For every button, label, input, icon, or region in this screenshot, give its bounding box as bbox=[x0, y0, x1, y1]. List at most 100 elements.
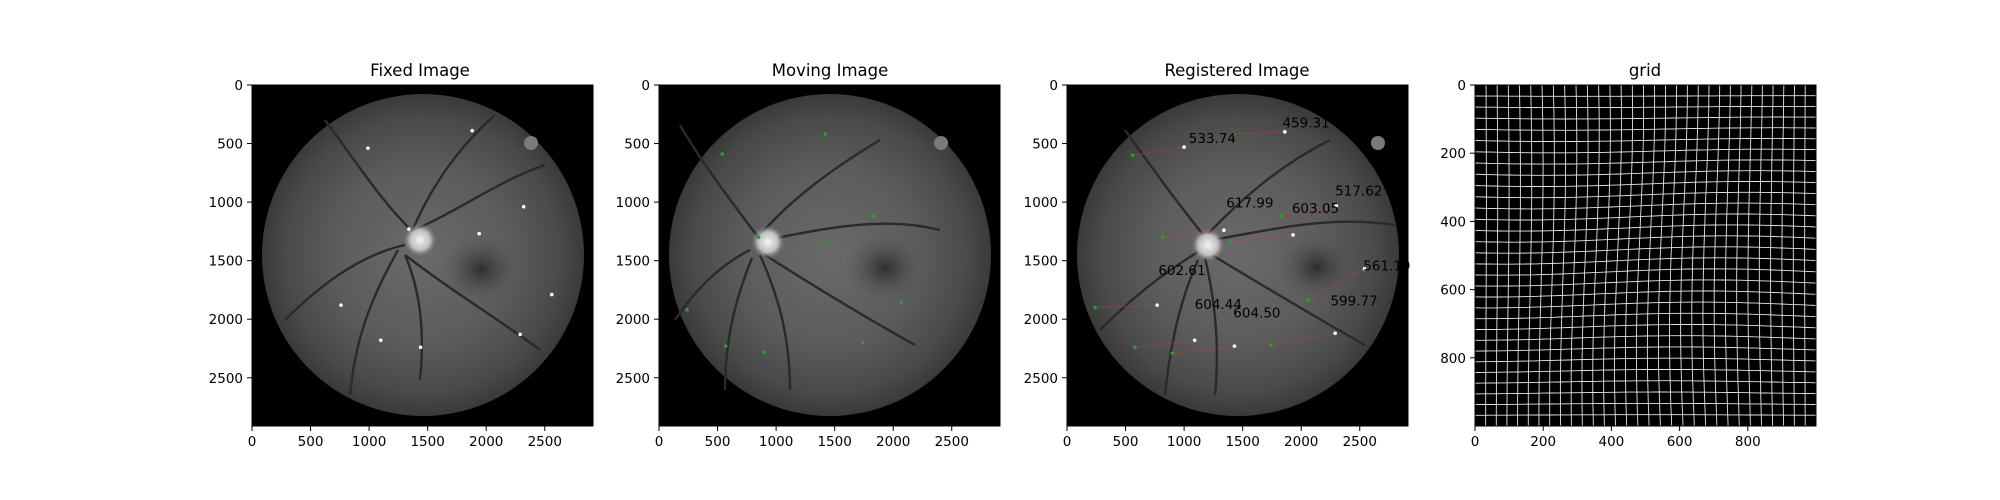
grid-row-line bbox=[1474, 368, 1817, 373]
distance-label: 459.31 bbox=[1282, 116, 1329, 132]
panel-fixed-image: Fixed Image 0 500 1000 1500 2000 2500 0 500 100… bbox=[209, 61, 594, 450]
grid-col-line bbox=[1570, 84, 1578, 427]
y-tick-label: 1500 bbox=[209, 254, 243, 270]
match-line bbox=[1307, 268, 1365, 301]
distance-label: 617.99 bbox=[1226, 195, 1273, 211]
keypoints-white bbox=[1155, 130, 1367, 348]
x-tick-label: 1500 bbox=[1225, 434, 1259, 450]
x-axis-ticks: 0 500 1000 1500 2000 2500 bbox=[1063, 426, 1377, 450]
grid-row-line bbox=[1474, 213, 1817, 221]
x-tick-label: 600 bbox=[1667, 434, 1693, 450]
grid-col-line bbox=[1713, 84, 1721, 427]
keypoint-white bbox=[549, 292, 554, 297]
y-tick-label: 500 bbox=[217, 137, 243, 153]
grid-col-line bbox=[1724, 84, 1731, 427]
distance-annotations: 533.74 459.31 517.62 617.99 603.05 602.61 561.… bbox=[1158, 116, 1410, 322]
x-tick-label: 2000 bbox=[469, 434, 503, 450]
keypoint-white bbox=[418, 345, 423, 350]
y-tick-label: 0 bbox=[234, 78, 243, 94]
grid-col-line bbox=[1702, 84, 1710, 427]
x-tick-label: 800 bbox=[1735, 434, 1761, 450]
grid-col-line bbox=[1770, 84, 1774, 427]
grid-row-line bbox=[1475, 335, 1817, 341]
axes-frame bbox=[1066, 84, 1409, 427]
y-axis-ticks: 0 500 1000 1500 2000 2500 bbox=[1024, 78, 1067, 387]
grid-row-line bbox=[1474, 224, 1817, 232]
grid-col-line bbox=[1506, 84, 1510, 426]
grid-col-line bbox=[1657, 84, 1667, 427]
optic-disc bbox=[1191, 228, 1225, 262]
keypoints-white bbox=[339, 128, 554, 350]
x-axis-ticks: 0 500 1000 1500 2000 2500 bbox=[655, 426, 969, 450]
keypoint-green bbox=[1161, 235, 1165, 240]
keypoint-white bbox=[1182, 145, 1186, 149]
keypoint-green bbox=[1279, 214, 1284, 218]
vessels bbox=[674, 124, 941, 391]
optic-disc bbox=[403, 223, 437, 257]
y-tick-label: 200 bbox=[1440, 146, 1466, 162]
y-tick-label: 1000 bbox=[209, 195, 243, 211]
keypoint-white bbox=[470, 128, 474, 133]
keypoints-green bbox=[685, 132, 904, 354]
keypoint-green bbox=[723, 344, 728, 348]
keypoint-green bbox=[1268, 343, 1273, 347]
match-lines bbox=[1095, 131, 1365, 354]
grid-col-line bbox=[1781, 84, 1785, 427]
y-tick-label: 400 bbox=[1440, 214, 1466, 230]
x-tick-label: 0 bbox=[1471, 434, 1480, 450]
match-line bbox=[1281, 205, 1337, 217]
y-tick-label: 0 bbox=[1457, 78, 1466, 94]
macula bbox=[843, 232, 927, 304]
keypoint-white bbox=[518, 332, 522, 337]
y-tick-label: 1500 bbox=[1024, 254, 1058, 270]
grid-col-line bbox=[1804, 85, 1806, 426]
keypoint-green bbox=[1093, 305, 1097, 310]
grid-row-line bbox=[1475, 414, 1816, 416]
keypoint-green bbox=[899, 301, 904, 305]
y-tick-label: 1500 bbox=[616, 254, 650, 270]
keypoint-white bbox=[339, 303, 343, 307]
match-line bbox=[1270, 332, 1336, 346]
keypoint-green bbox=[1231, 132, 1236, 136]
axes-frame bbox=[1474, 84, 1817, 427]
grid-row-line bbox=[1474, 105, 1816, 109]
x-tick-label: 200 bbox=[1530, 434, 1556, 450]
keypoint-white bbox=[1333, 331, 1337, 336]
y-tick-label: 2500 bbox=[209, 371, 243, 387]
x-tick-label: 2000 bbox=[876, 434, 910, 450]
x-tick-label: 1000 bbox=[352, 434, 386, 450]
macula bbox=[439, 233, 523, 305]
keypoint-green bbox=[1306, 298, 1311, 303]
keypoint-white bbox=[1334, 203, 1339, 208]
image-artifact-spot bbox=[524, 136, 538, 150]
grid-col-line bbox=[1485, 84, 1487, 427]
x-tick-label: 1500 bbox=[410, 434, 444, 450]
distance-label: 561.19 bbox=[1363, 259, 1410, 275]
keypoint-white bbox=[521, 204, 526, 209]
vessels bbox=[1099, 129, 1396, 396]
panel-title: Fixed Image bbox=[370, 61, 470, 80]
x-axis-ticks: 0 200 400 600 800 bbox=[1471, 426, 1761, 450]
keypoint-white bbox=[1232, 344, 1237, 348]
keypoint-green bbox=[824, 240, 829, 244]
y-tick-label: 800 bbox=[1440, 351, 1466, 367]
y-tick-label: 2500 bbox=[616, 371, 650, 387]
grid-col-line bbox=[1691, 85, 1699, 427]
keypoint-green bbox=[871, 214, 876, 218]
y-tick-label: 600 bbox=[1440, 283, 1466, 299]
y-axis-ticks: 0 500 1000 1500 2000 2500 bbox=[209, 78, 252, 387]
grid-col-line bbox=[1603, 84, 1611, 427]
panel-title: Registered Image bbox=[1164, 61, 1309, 80]
grid-row-line bbox=[1474, 402, 1817, 406]
grid-col-line bbox=[1592, 84, 1600, 427]
panel-grid: grid 0 200 400 600 800 0 200 400 600 800 bbox=[1440, 61, 1817, 450]
keypoint-green bbox=[1130, 153, 1135, 158]
y-tick-label: 0 bbox=[1049, 78, 1058, 94]
match-line bbox=[1233, 131, 1285, 135]
keypoint-white bbox=[407, 227, 411, 231]
panel-registered-image: Registered Image 533.74 459.31 517.62 617.9… bbox=[1024, 61, 1411, 450]
grid-col-line bbox=[1559, 84, 1567, 427]
grid-col-line bbox=[1495, 84, 1499, 426]
y-tick-label: 1000 bbox=[1024, 195, 1058, 211]
